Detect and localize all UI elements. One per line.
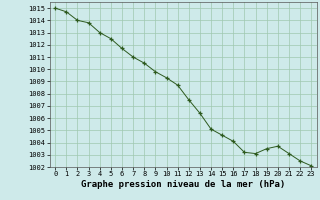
X-axis label: Graphe pression niveau de la mer (hPa): Graphe pression niveau de la mer (hPa) [81,180,285,189]
